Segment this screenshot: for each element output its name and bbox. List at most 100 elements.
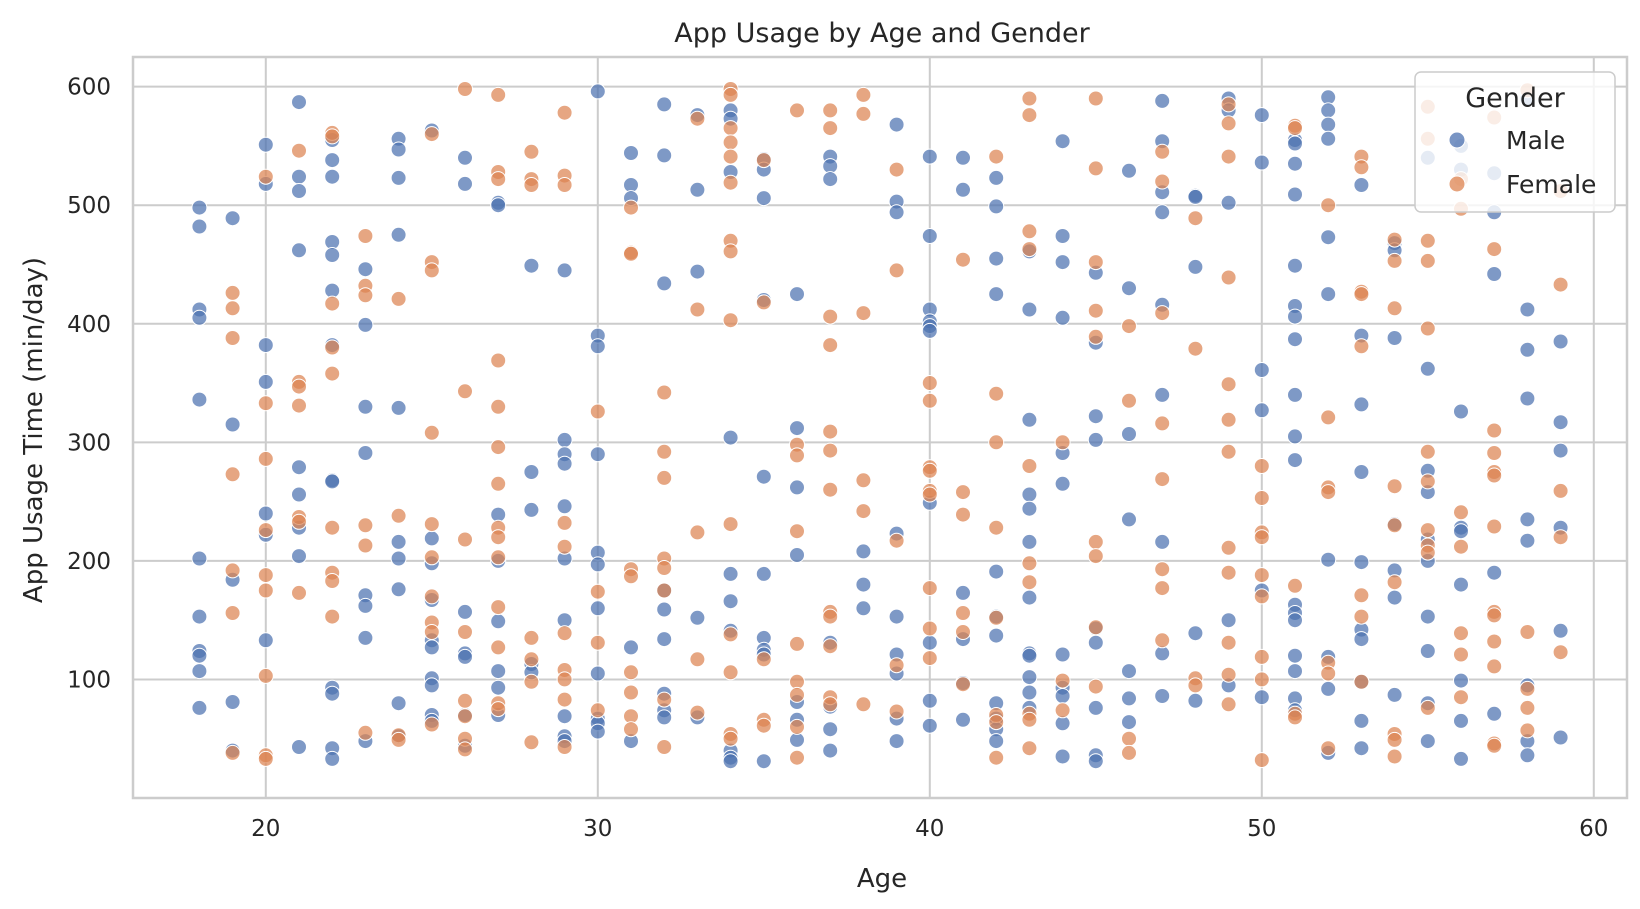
data-point-female [556, 691, 573, 708]
data-point-male [556, 431, 573, 448]
data-point-male [1187, 188, 1204, 205]
data-point-male [1453, 712, 1469, 729]
data-point-female [1154, 415, 1171, 432]
data-point-male [1486, 705, 1503, 722]
data-point-male [457, 648, 473, 665]
data-point-female [722, 312, 739, 329]
data-point-male [523, 464, 540, 480]
data-point-female [755, 651, 772, 668]
data-point-female [855, 503, 872, 520]
data-point-female [257, 750, 274, 767]
data-point-male [1419, 733, 1436, 750]
data-point-male [191, 663, 208, 680]
data-point-female [224, 562, 241, 579]
data-point-female [789, 523, 805, 540]
data-point-female [1453, 646, 1469, 663]
data-point-female [689, 301, 706, 318]
data-point-male [1021, 669, 1038, 686]
data-point-female [556, 538, 573, 555]
data-point-female [689, 651, 706, 668]
data-point-male [457, 603, 473, 620]
data-point-female [1386, 574, 1403, 591]
data-point-female [822, 696, 839, 713]
data-point-female [257, 582, 274, 599]
data-point-male [291, 242, 307, 259]
data-point-female [589, 583, 606, 600]
data-point-male [1054, 254, 1071, 271]
data-point-male [324, 750, 341, 767]
data-point-female [457, 741, 473, 758]
data-point-female [921, 580, 938, 597]
data-point-male [1253, 107, 1270, 124]
data-point-male [589, 338, 606, 355]
data-point-male [1253, 154, 1270, 171]
data-point-female [822, 423, 839, 440]
x-tick-label: 20 [251, 816, 280, 842]
data-point-female [490, 639, 507, 656]
data-point-male [224, 416, 241, 433]
data-point-male [1519, 747, 1536, 764]
data-point-male [1453, 672, 1469, 689]
data-point-male [1054, 133, 1071, 150]
data-point-male [291, 739, 307, 755]
data-point-female [722, 516, 739, 533]
data-point-female [1519, 699, 1536, 716]
data-point-male [1021, 647, 1038, 664]
data-point-female [1419, 320, 1436, 337]
data-point-male [1021, 411, 1038, 428]
data-point-female [390, 507, 407, 524]
data-point-male [1220, 612, 1237, 629]
data-point-male [1187, 625, 1204, 642]
data-point-male [523, 257, 540, 274]
data-point-male [1087, 634, 1104, 651]
data-point-male [822, 721, 839, 738]
data-point-male [955, 149, 971, 166]
data-point-female [656, 384, 673, 401]
data-point-male [490, 197, 507, 214]
data-point-male [357, 445, 374, 461]
data-point-female [390, 731, 407, 748]
data-point-male [224, 694, 241, 710]
data-point-female [1154, 580, 1171, 597]
data-point-male [324, 473, 341, 490]
data-point-male [1287, 331, 1303, 348]
data-point-female [822, 638, 839, 655]
data-point-female [656, 739, 673, 755]
data-point-male [390, 581, 407, 598]
data-point-female [888, 262, 905, 279]
data-point-male [1320, 116, 1337, 133]
data-point-female [1087, 548, 1104, 565]
data-point-male [1519, 532, 1536, 549]
data-point-male [1453, 523, 1469, 540]
data-point-male [1419, 360, 1436, 377]
data-point-male [1087, 431, 1104, 448]
data-point-female [1021, 711, 1038, 728]
x-tick-label: 50 [1247, 816, 1276, 842]
data-point-female [988, 609, 1005, 626]
data-point-female [457, 624, 473, 640]
data-point-male [1287, 135, 1303, 152]
data-point-female [1353, 673, 1370, 690]
data-point-male [357, 597, 374, 614]
data-point-female [324, 519, 341, 536]
data-point-female [623, 721, 639, 738]
data-point-male [1054, 475, 1071, 492]
data-point-female [1453, 625, 1469, 642]
data-point-female [490, 171, 507, 188]
data-point-male [390, 226, 407, 243]
data-point-female [1419, 544, 1436, 561]
data-point-female [689, 524, 706, 541]
data-point-male [1320, 229, 1337, 246]
data-point-female [888, 161, 905, 178]
data-point-female [1386, 748, 1403, 765]
data-point-female [257, 168, 274, 185]
data-point-female [921, 375, 938, 391]
data-point-male [1121, 426, 1137, 442]
data-point-female [1320, 484, 1337, 501]
data-point-female [1353, 608, 1370, 625]
data-point-female [423, 549, 440, 566]
data-point-female [822, 337, 839, 354]
data-point-female [1320, 665, 1337, 682]
data-point-female [457, 81, 473, 97]
